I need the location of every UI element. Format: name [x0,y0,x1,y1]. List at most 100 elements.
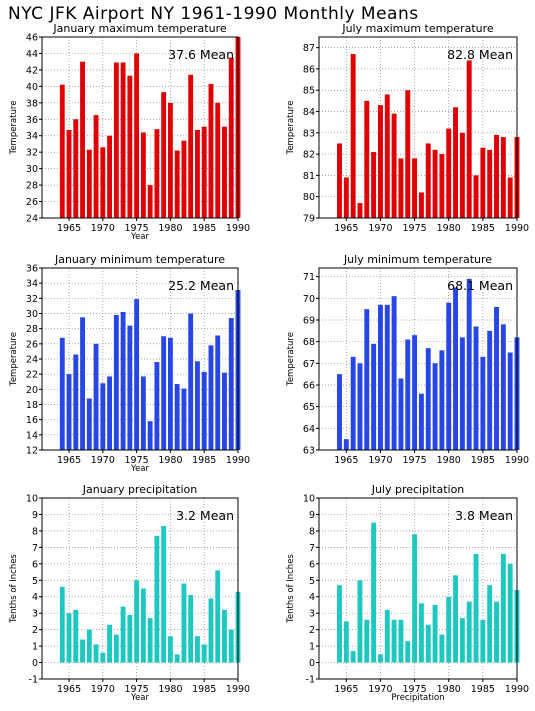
x-tick-label: 1980 [437,684,461,695]
y-tick-label: 46 [26,33,38,44]
x-tick-label: 1965 [334,223,358,234]
bar [343,177,349,218]
y-tick-label: 42 [26,65,38,76]
y-tick-label: 7 [32,543,38,554]
x-tick-label: 1990 [226,455,250,466]
x-tick-label: 1985 [192,684,216,695]
x-tick-label: 1990 [505,223,529,234]
y-axis-label: Tenths of Inches [9,554,19,624]
bar [174,384,180,450]
bar [398,378,404,450]
y-tick-label: 66 [303,381,315,392]
bar [405,90,411,218]
mean-label: 3.8 Mean [455,508,513,523]
bar [384,94,390,218]
y-axis-label: Temperature [9,101,19,156]
y-axis-label: Tenths of Inches [286,554,296,624]
chart-title: January minimum temperature [54,253,225,266]
bar [364,309,370,450]
chart-title: January precipitation [82,483,198,496]
bar [350,356,356,450]
y-tick-label: 4 [32,592,38,603]
bar [377,105,383,218]
bar [201,371,207,450]
y-tick-label: 87 [303,43,315,54]
bar [208,598,214,663]
bar [120,62,126,218]
bar [425,348,431,450]
x-tick-label: 1970 [91,684,115,695]
x-tick-label: 1980 [158,684,182,695]
bar [337,585,342,663]
bar [195,361,200,450]
bar [100,652,106,663]
y-tick-label: 67 [303,359,315,370]
bar [167,636,173,663]
bar [364,619,370,663]
bar [371,151,377,218]
bar [480,619,486,663]
bar [487,585,493,663]
bar [507,563,513,663]
bar [107,135,113,218]
bar [377,304,383,450]
bar [167,102,173,218]
bar [473,175,479,218]
x-tick-label: 1970 [91,223,115,234]
y-tick-label: 32 [26,148,38,159]
y-tick-label: 70 [303,294,315,305]
x-tick-label: 1965 [57,455,81,466]
bar [494,307,499,450]
chart-title: January maximum temperature [52,22,226,35]
bar [93,343,99,450]
y-tick-label: 8 [309,526,315,537]
bar [147,618,153,663]
y-tick-label: 18 [26,400,38,411]
y-tick-label: 14 [26,430,38,441]
y-tick-label: 44 [26,49,38,60]
bar [140,132,146,218]
bar [466,278,472,450]
mean-label: 37.6 Mean [168,47,234,62]
y-tick-label: 26 [26,339,38,350]
y-tick-label: 24 [26,355,38,366]
y-tick-label: 84 [303,107,315,118]
y-tick-label: -1 [306,675,315,686]
bar [134,299,140,450]
bar [425,624,431,663]
x-tick-label: 1970 [91,455,115,466]
y-tick-label: 85 [303,86,315,97]
bar [167,337,173,450]
x-tick-label: 1975 [125,455,149,466]
bar [208,345,214,450]
bar [439,634,445,663]
y-tick-label: 30 [26,309,38,320]
bar [453,287,459,450]
bar [364,100,370,218]
bar [480,147,486,218]
y-tick-label: 28 [26,324,38,335]
x-tick-label: 1980 [437,223,461,234]
bar [384,304,390,450]
bar [107,376,113,450]
y-tick-label: 5 [309,576,315,587]
bar [343,621,349,663]
bar [215,102,221,218]
bar [228,629,234,663]
bar [350,54,356,218]
bar [371,522,377,663]
y-tick-label: 22 [26,370,38,381]
chart-panel: 79 80 81 82 83 84 85 86 87 1965 1970 1975 1980 1985 19… [286,22,529,234]
bar [140,376,146,450]
bar [120,311,126,450]
y-tick-label: 65 [303,402,315,413]
bar [73,119,79,218]
bar [80,317,85,450]
bar [439,154,445,218]
y-tick-label: 10 [26,494,38,505]
y-tick-label: 38 [26,98,38,109]
y-tick-label: 68 [303,337,315,348]
bar [459,618,465,663]
bar [446,128,452,218]
bar [154,129,160,218]
